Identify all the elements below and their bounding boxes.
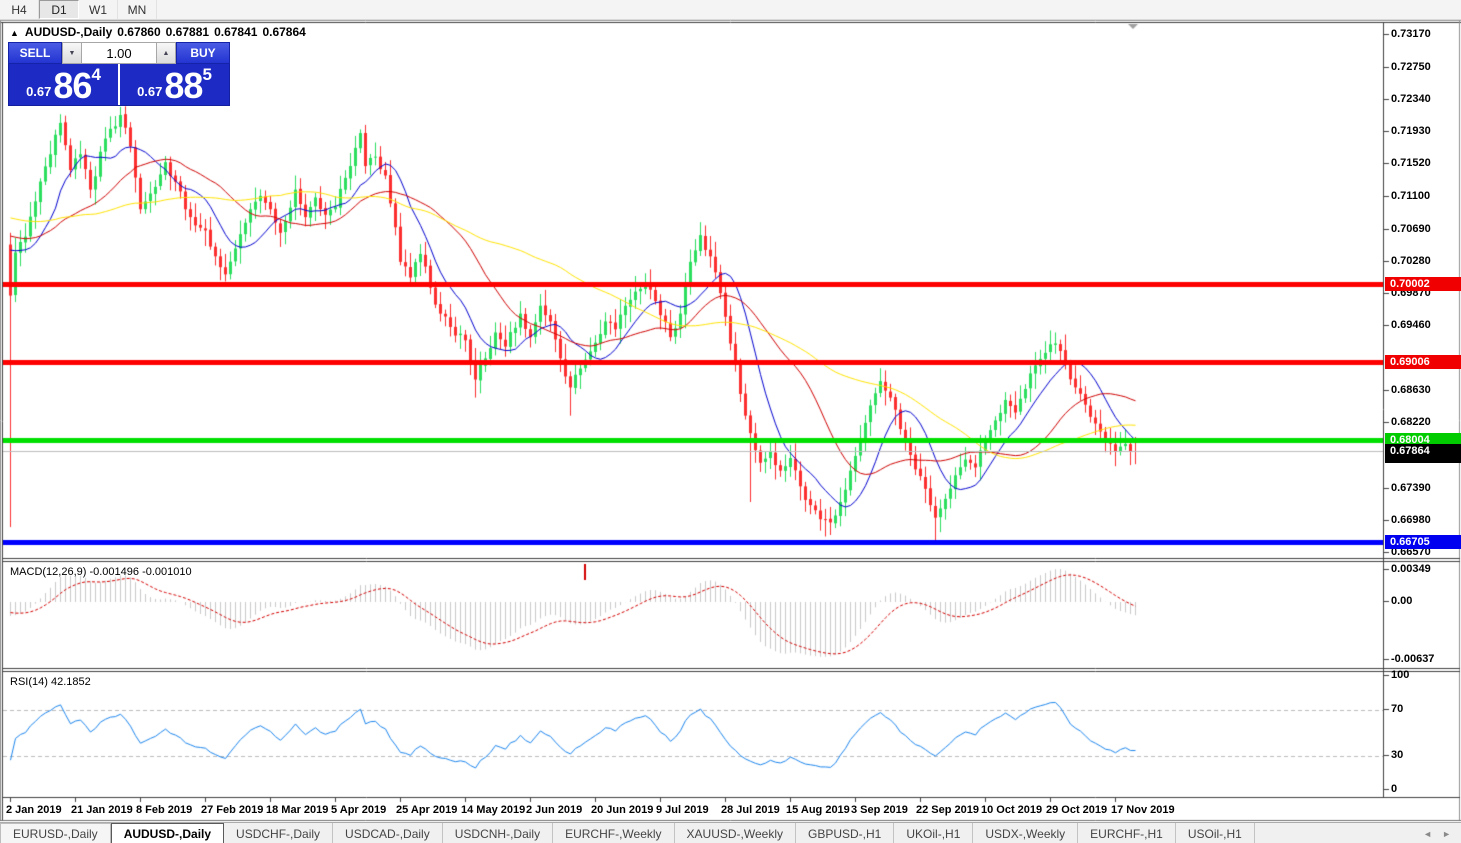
date-label: 17 Nov 2019 bbox=[1111, 804, 1175, 816]
sell-price-pip: 4 bbox=[91, 65, 101, 84]
timeframe-button-w1[interactable]: W1 bbox=[79, 0, 118, 19]
tab-usdchf-daily[interactable]: USDCHF-,Daily bbox=[224, 823, 334, 843]
price-tick: 0.71100 bbox=[1391, 190, 1431, 203]
rsi-label: RSI(14) 42.1852 bbox=[10, 676, 91, 688]
date-label: 25 Apr 2019 bbox=[396, 804, 458, 816]
price-tag: 0.70002 bbox=[1385, 276, 1461, 291]
chevron-up-icon: ▲ bbox=[162, 49, 170, 57]
price-tick: 0.66980 bbox=[1391, 513, 1431, 526]
date-label: 14 May 2019 bbox=[461, 804, 526, 816]
tab-usoil-h1[interactable]: USOil-,H1 bbox=[1176, 823, 1255, 843]
buy-price-display[interactable]: 0.67 88 5 bbox=[120, 64, 229, 105]
timeframe-button-mn[interactable]: MN bbox=[118, 0, 157, 19]
date-label: 29 Oct 2019 bbox=[1046, 804, 1108, 816]
price-tag: 0.67864 bbox=[1385, 444, 1461, 459]
tab-xauusd-weekly[interactable]: XAUUSD-,Weekly bbox=[675, 823, 796, 843]
date-label: 10 Oct 2019 bbox=[981, 804, 1043, 816]
price-tick: 0.68630 bbox=[1391, 384, 1431, 397]
date-label: 2 Jan 2019 bbox=[6, 804, 62, 816]
date-label: 2 Jun 2019 bbox=[526, 804, 583, 816]
tab-scroll-controls: ◄ ► bbox=[1423, 823, 1461, 843]
price-tick: 0.70280 bbox=[1391, 254, 1431, 267]
tab-usdx-weekly[interactable]: USDX-,Weekly bbox=[973, 823, 1079, 843]
price-tick: 0.73170 bbox=[1391, 28, 1431, 40]
volume-up-button[interactable]: ▲ bbox=[156, 42, 176, 64]
tab-usdcnh-daily[interactable]: USDCNH-,Daily bbox=[443, 823, 554, 843]
sell-price-prefix: 0.67 bbox=[26, 84, 52, 99]
timeframe-button-h4[interactable]: H4 bbox=[0, 0, 39, 19]
tab-scroll-left-button[interactable]: ◄ bbox=[1423, 828, 1433, 839]
date-label: 18 Mar 2019 bbox=[266, 804, 329, 816]
price-tag: 0.69006 bbox=[1385, 354, 1461, 369]
date-label: 28 Jul 2019 bbox=[721, 804, 780, 816]
price-tag: 0.68004 bbox=[1385, 433, 1461, 448]
tab-eurusd-daily[interactable]: EURUSD-,Daily bbox=[0, 823, 111, 843]
buy-price-pip: 5 bbox=[202, 65, 212, 84]
sell-price-big: 86 bbox=[53, 65, 92, 106]
sell-button[interactable]: SELL bbox=[8, 42, 62, 64]
price-tick: 0.68220 bbox=[1391, 416, 1431, 429]
price-tick: 0.67390 bbox=[1391, 481, 1431, 494]
symbol-label: AUDUSD-,Daily bbox=[24, 25, 113, 39]
date-label: 27 Feb 2019 bbox=[201, 804, 264, 816]
price-tick: 0.70690 bbox=[1391, 222, 1431, 235]
price-tag-clipped bbox=[1385, 458, 1461, 464]
rsi-axis-label: 70 bbox=[1391, 703, 1404, 716]
price-tick: 0.71930 bbox=[1391, 125, 1431, 138]
price-divider bbox=[118, 64, 120, 105]
close-value: 0.67864 bbox=[262, 25, 306, 39]
price-tick: 0.71520 bbox=[1391, 157, 1431, 170]
rsi-axis-label: 100 bbox=[1391, 669, 1410, 681]
timeframe-buttons: H4 D1 W1 MN bbox=[0, 0, 157, 19]
tab-scroll-right-button[interactable]: ► bbox=[1442, 828, 1451, 839]
tab-usdcad-daily[interactable]: USDCAD-,Daily bbox=[333, 823, 443, 843]
timeframe-button-d1[interactable]: D1 bbox=[39, 0, 79, 19]
high-value: 0.67881 bbox=[165, 25, 210, 39]
volume-input[interactable] bbox=[82, 42, 156, 64]
date-label: 8 Feb 2019 bbox=[136, 804, 193, 816]
sell-price-display[interactable]: 0.67 86 4 bbox=[9, 64, 118, 105]
price-tick: 0.72340 bbox=[1391, 93, 1431, 106]
price-tick: 0.72750 bbox=[1391, 60, 1431, 73]
macd-axis-label: 0.00349 bbox=[1391, 562, 1431, 575]
tab-eurchf-h1[interactable]: EURCHF-,H1 bbox=[1078, 823, 1176, 843]
buy-price-prefix: 0.67 bbox=[137, 84, 163, 99]
macd-axis-label: -0.00637 bbox=[1391, 653, 1435, 666]
date-label: 21 Jan 2019 bbox=[71, 804, 133, 816]
tab-eurchf-weekly[interactable]: EURCHF-,Weekly bbox=[553, 823, 675, 843]
buy-button[interactable]: BUY bbox=[176, 42, 230, 64]
symbol-arrow-icon: ▲ bbox=[10, 28, 19, 38]
date-label: 20 Jun 2019 bbox=[591, 804, 654, 816]
trade-panel-price-row: 0.67 86 4 0.67 88 5 bbox=[8, 64, 230, 106]
date-label: 15 Aug 2019 bbox=[786, 804, 850, 816]
trade-panel-top-row: SELL ▼ ▲ BUY bbox=[8, 42, 230, 64]
buy-price-big: 88 bbox=[164, 65, 203, 106]
date-label: 3 Sep 2019 bbox=[851, 804, 908, 816]
rsi-axis-label: 30 bbox=[1391, 748, 1404, 761]
macd-axis-label: 0.00 bbox=[1391, 595, 1413, 607]
macd-label: MACD(12,26,9) -0.001496 -0.001010 bbox=[10, 566, 192, 578]
chart-tabs: EURUSD-,Daily AUDUSD-,Daily USDCHF-,Daily U… bbox=[0, 823, 1255, 843]
ohlc-header: ▲ AUDUSD-,Daily 0.67860 0.67881 0.67841 0.678… bbox=[10, 25, 311, 39]
chevron-down-icon: ▼ bbox=[68, 49, 76, 57]
price-tick: 0.69460 bbox=[1391, 319, 1431, 332]
date-label: 5 Apr 2019 bbox=[331, 804, 387, 816]
tab-gbpusd-h1[interactable]: GBPUSD-,H1 bbox=[796, 823, 895, 843]
rsi-axis-label: 0 bbox=[1391, 783, 1398, 795]
price-tag: 0.66705 bbox=[1385, 535, 1461, 550]
tab-audusd-daily[interactable]: AUDUSD-,Daily bbox=[110, 823, 225, 843]
open-value: 0.67860 bbox=[117, 25, 161, 39]
chart-tab-bar: EURUSD-,Daily AUDUSD-,Daily USDCHF-,Daily U… bbox=[0, 822, 1461, 843]
date-label: 9 Jul 2019 bbox=[656, 804, 709, 816]
low-value: 0.67841 bbox=[214, 25, 258, 39]
tab-ukoil-h1[interactable]: UKOil-,H1 bbox=[894, 823, 974, 843]
timeframe-toolbar: H4 D1 W1 MN bbox=[0, 0, 1461, 20]
volume-down-button[interactable]: ▼ bbox=[62, 42, 82, 64]
date-label: 22 Sep 2019 bbox=[916, 804, 979, 816]
